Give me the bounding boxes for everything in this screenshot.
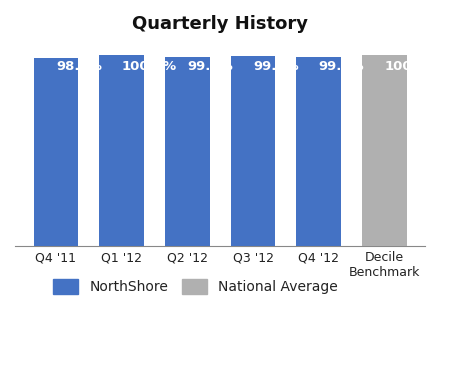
Bar xyxy=(296,57,341,246)
Text: 99.0%: 99.0% xyxy=(187,60,233,73)
Bar xyxy=(165,57,209,246)
Bar xyxy=(34,58,78,246)
Text: 98.6%: 98.6% xyxy=(56,60,101,73)
Bar xyxy=(99,55,144,246)
Bar xyxy=(361,55,406,246)
Text: 99.2%: 99.2% xyxy=(318,60,364,73)
Legend: NorthShore, National Average: NorthShore, National Average xyxy=(46,272,344,301)
Text: 99.5%: 99.5% xyxy=(252,60,298,73)
Bar xyxy=(230,56,275,246)
Text: 100.0%: 100.0% xyxy=(122,60,176,73)
Text: 100.0%: 100.0% xyxy=(384,60,439,73)
Title: Quarterly History: Quarterly History xyxy=(132,15,308,33)
